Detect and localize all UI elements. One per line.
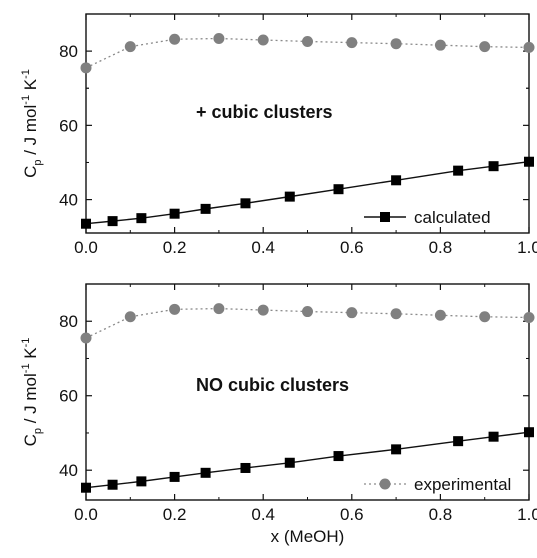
x-tick-label: 0.2 [163,238,187,257]
data-point-square [169,471,180,482]
data-point-square [284,191,295,202]
data-point-circle [434,309,446,321]
data-point-square [240,462,251,473]
data-point-square [391,175,402,186]
y-axis-title-mid: / J mol [21,373,40,428]
data-point-circle [390,38,402,50]
data-point-square [200,203,211,214]
x-tick-label: 0.6 [340,238,364,257]
data-point-circle [346,307,358,319]
data-point-square [524,156,534,167]
y-tick-label: 60 [59,116,78,135]
x-tick-label: 0.4 [251,238,275,257]
data-point-circle [80,332,92,344]
y-axis-title-space: K [21,78,40,95]
data-point-circle [523,41,535,53]
y-axis-title-sup1: -1 [20,363,32,373]
data-point-square [333,184,344,195]
data-point-circle [213,303,225,315]
x-tick-label: 0.4 [251,505,275,524]
y-tick-label: 60 [59,387,78,406]
x-tick-label: 0.0 [74,238,98,257]
y-axis-title: Cp / J mol-1 K-1 [20,338,44,447]
legend-marker-square [380,212,390,222]
y-tick-label: 40 [59,191,78,210]
data-point-circle [124,311,136,323]
data-point-square [240,198,251,209]
legend-label: calculated [414,208,491,227]
y-axis-title-sup2: -1 [20,69,32,79]
panel-annotation: + cubic clusters [196,102,333,122]
legend-marker-circle [379,478,391,490]
y-axis-title-main: C [21,166,40,178]
data-point-circle [80,62,92,74]
x-tick-label: 0.8 [429,238,453,257]
x-tick-label: 1.0 [517,238,537,257]
data-point-square [453,436,464,447]
x-tick-label: 0.2 [163,505,187,524]
y-tick-label: 80 [59,312,78,331]
data-point-square [333,451,344,462]
data-point-circle [302,35,313,47]
data-point-circle [434,39,446,51]
data-point-square [200,467,211,478]
data-point-circle [390,308,402,320]
data-point-square [284,457,295,468]
x-tick-label: 0.6 [340,505,364,524]
data-point-square [81,482,91,493]
data-point-square [488,431,499,442]
data-point-circle [213,32,225,44]
data-point-square [81,218,91,229]
data-point-circle [479,41,491,53]
data-point-square [524,427,534,438]
data-point-circle [479,311,491,323]
x-tick-label: 0.0 [74,505,98,524]
data-point-square [136,476,147,487]
y-tick-label: 80 [59,42,78,61]
data-point-circle [346,37,358,49]
data-point-square [169,208,180,219]
data-point-square [107,479,118,490]
data-point-square [136,213,147,224]
y-axis-title-mid: / J mol [21,105,40,160]
data-point-circle [257,34,269,46]
data-point-square [488,161,499,172]
y-axis-title-sub: p [32,428,44,434]
data-point-circle [124,41,136,53]
data-point-circle [169,303,181,315]
data-point-circle [523,312,535,324]
y-axis-title: Cp / J mol-1 K-1 [20,69,44,178]
x-axis-title: x (MeOH) [271,527,345,546]
y-axis-title-space: K [21,347,40,364]
data-point-square [453,165,464,176]
data-point-circle [169,33,181,45]
x-tick-label: 0.8 [429,505,453,524]
y-axis-title-sup1: -1 [20,95,32,105]
data-point-square [107,216,118,227]
y-axis-title-sup2: -1 [20,338,32,348]
panel-annotation: NO cubic clusters [196,375,349,395]
legend-label: experimental [414,475,511,494]
y-axis-title-main: C [21,434,40,446]
y-tick-label: 40 [59,461,78,480]
data-point-circle [257,304,269,316]
data-point-square [391,444,402,455]
data-point-circle [302,306,313,318]
x-tick-label: 1.0 [517,505,537,524]
y-axis-title-sub: p [32,160,44,166]
